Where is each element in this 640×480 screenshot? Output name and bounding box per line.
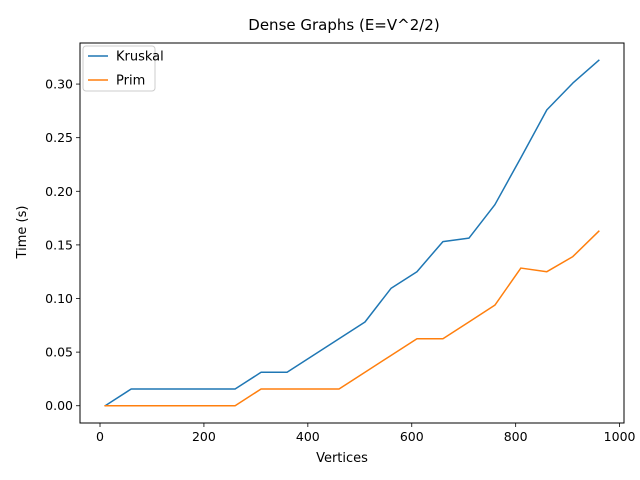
x-axis-label: Vertices [316,451,368,466]
series-line-kruskal [104,59,600,407]
series-line-prim [104,230,600,407]
y-axis-ticks: 0.00 0.05 0.10 0.15 0.20 0.25 0.30 [45,77,80,413]
plot-frame [79,42,625,424]
y-tick-label: 0.15 [45,237,73,252]
x-tick-label: 0 [96,429,104,444]
x-tick-label: 800 [504,429,528,444]
legend-label-kruskal: Kruskal [116,50,164,65]
x-tick-label: 1000 [604,429,636,444]
legend-label-prim: Prim [116,74,145,89]
y-tick-label: 0.30 [45,77,73,92]
y-tick-label: 0.20 [45,184,73,199]
y-tick-label: 0.05 [45,345,73,360]
y-tick-label: 0.00 [45,398,73,413]
plot-lines [104,59,600,407]
x-tick-label: 200 [192,429,216,444]
legend: Kruskal Prim [82,45,164,92]
y-tick-label: 0.25 [45,130,73,145]
y-axis-label: Time (s) [15,206,30,260]
x-axis-ticks: 0 200 400 600 800 1000 [96,423,636,444]
chart-title: Dense Graphs (E=V^2/2) [248,16,439,34]
x-tick-label: 600 [400,429,424,444]
y-tick-label: 0.10 [45,291,73,306]
x-tick-label: 400 [296,429,320,444]
